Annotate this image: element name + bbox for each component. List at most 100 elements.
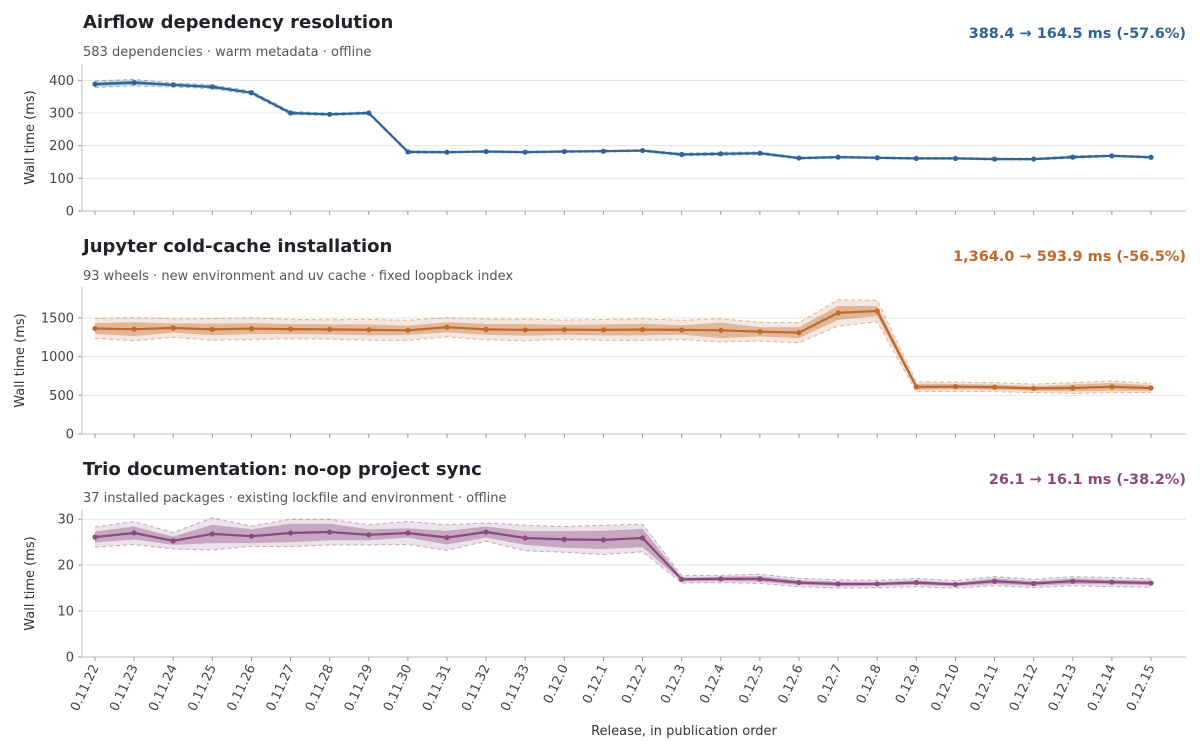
y-tick-label: 300 [49, 107, 74, 122]
series-line [94, 530, 1152, 586]
data-point [835, 310, 841, 316]
band-inner [95, 306, 1151, 392]
data-point [522, 535, 528, 541]
data-point [170, 82, 176, 88]
data-point [483, 148, 489, 155]
data-point [796, 579, 802, 586]
x-tick-label: 0.11.33 [498, 662, 533, 713]
data-point [405, 327, 411, 333]
data-point [991, 156, 998, 162]
data-point [639, 326, 646, 333]
x-tick-label: 0.11.24 [146, 662, 181, 713]
panel-jupyter: 0 500 1000 1500 Wall time (ms) [13, 287, 1186, 443]
data-point [248, 90, 255, 96]
band-lower-edge [94, 321, 1152, 394]
data-point [874, 155, 880, 161]
series-line [94, 309, 1152, 390]
data-point [1031, 580, 1037, 587]
data-point [131, 530, 137, 536]
x-tick-label: 0.11.23 [107, 662, 142, 713]
data-point [561, 536, 567, 543]
x-tick-label: 0.12.10 [929, 662, 964, 713]
data-point [522, 327, 528, 333]
panel-subtitle-jupyter: 93 wheels · new environment and uv cache… [83, 269, 514, 284]
data-point [1148, 385, 1154, 391]
data-point [444, 149, 450, 155]
data-point [718, 151, 724, 157]
x-tick-label: 0.12.9 [893, 662, 924, 706]
data-point [874, 308, 880, 314]
data-point [991, 578, 998, 584]
data-point [522, 149, 528, 155]
x-tick-label: 0.12.6 [776, 662, 807, 706]
panel-title-trio: Trio documentation: no-op project sync [83, 459, 482, 480]
data-point [835, 154, 841, 160]
panel-title-jupyter: Jupyter cold-cache installation [83, 236, 393, 257]
x-tick-label: 0.11.25 [185, 662, 220, 713]
data-point [718, 327, 724, 333]
data-point [483, 326, 489, 332]
x-tick-label: 0.12.12 [1007, 662, 1042, 713]
x-tick-label: 0.12.1 [580, 662, 611, 706]
data-point [287, 110, 294, 116]
band-outer [95, 517, 1151, 589]
data-point [639, 147, 646, 154]
y-tick-label: 1500 [41, 311, 74, 326]
data-point [366, 532, 372, 538]
band-inner [95, 523, 1151, 587]
panel-airflow: 0 100 200 300 400 Wall time (ms) [23, 64, 1186, 220]
data-point [444, 324, 450, 330]
band-outer [95, 79, 1151, 160]
data-point [366, 327, 372, 333]
y-axis-label: Wall time (ms) [23, 536, 38, 630]
data-point [835, 581, 841, 587]
data-point [327, 326, 333, 332]
data-point [209, 531, 215, 537]
band-lower-edge [94, 85, 1152, 161]
x-tick-label: 0.12.4 [697, 662, 728, 706]
x-tick-label: 0.12.14 [1085, 662, 1120, 713]
data-point [405, 530, 411, 536]
data-point [913, 579, 919, 586]
data-point [92, 81, 98, 87]
y-tick-label: 30 [57, 513, 74, 528]
y-tick-label: 200 [49, 139, 74, 154]
y-tick-label: 100 [49, 172, 74, 187]
data-point [170, 325, 176, 331]
series-line [94, 81, 1152, 161]
data-point [327, 529, 333, 535]
x-tick-label: 0.12.11 [968, 662, 1003, 713]
data-point [639, 535, 646, 541]
x-tick-label: 0.12.3 [658, 662, 689, 706]
data-point [952, 384, 959, 390]
data-point [874, 581, 880, 587]
x-tick-label: 0.12.15 [1124, 662, 1159, 713]
data-point [405, 149, 411, 155]
data-point [1031, 156, 1037, 162]
data-point [913, 155, 919, 162]
x-tick-label: 0.12.0 [541, 662, 572, 706]
band-upper-edge [94, 517, 1152, 582]
data-point [796, 330, 802, 336]
panel-summary-trio: 26.1 → 16.1 ms (-38.2%) [988, 472, 1186, 488]
data-point [718, 576, 724, 582]
data-point [561, 148, 567, 155]
data-point [483, 529, 489, 535]
x-tick-label: 0.11.32 [459, 662, 494, 713]
data-point [796, 155, 802, 161]
data-point [248, 533, 255, 539]
data-point [952, 581, 959, 588]
data-point [679, 576, 685, 582]
y-tick-label: 400 [49, 74, 74, 89]
panel-summary-jupyter: 1,364.0 → 593.9 ms (-56.5%) [953, 249, 1186, 265]
x-tick-label: 0.12.8 [854, 662, 885, 706]
panel-subtitle-airflow: 583 dependencies · warm metadata · offli… [83, 45, 372, 60]
data-point [92, 325, 98, 332]
x-tick-label: 0.11.30 [381, 662, 416, 713]
data-point [287, 326, 294, 332]
data-point [1148, 154, 1154, 160]
data-point [287, 530, 294, 536]
data-point [248, 326, 255, 332]
